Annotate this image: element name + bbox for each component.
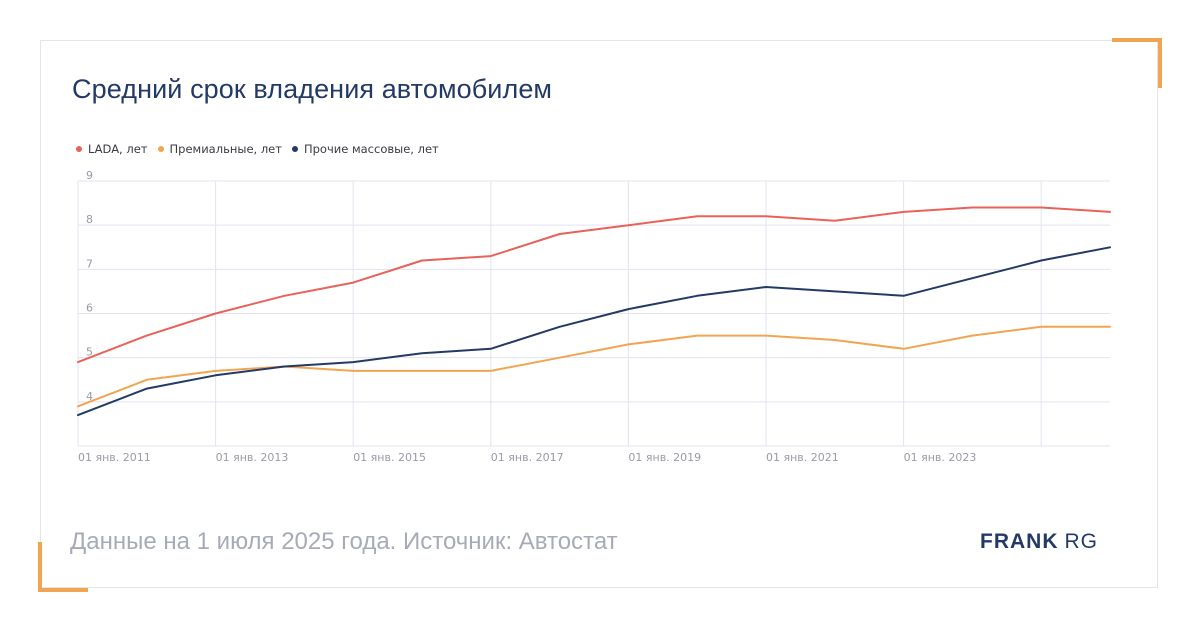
corner-accent-bottom-left-horizontal bbox=[38, 588, 88, 592]
x-tick-label: 01 янв. 2023 bbox=[904, 451, 977, 464]
brand-logo: FRANK RG bbox=[980, 530, 1098, 554]
legend-label-mass: Прочие массовые, лет bbox=[303, 142, 439, 156]
legend-label-lada: LADA, лет bbox=[88, 142, 148, 156]
series-line-0 bbox=[77, 206, 1111, 364]
x-tick-label: 01 янв. 2011 bbox=[78, 451, 151, 464]
series-line-2 bbox=[77, 246, 1111, 417]
legend-dot-mass bbox=[291, 146, 298, 152]
x-tick-label: 01 янв. 2019 bbox=[628, 451, 701, 464]
chart-title: Средний срок владения автомобилем bbox=[72, 74, 553, 104]
y-tick-label: 7 bbox=[86, 257, 93, 270]
legend-item-lada[interactable]: LADA, лет bbox=[76, 142, 148, 156]
legend-item-mass[interactable]: Прочие массовые, лет bbox=[291, 142, 439, 156]
source-note: Данные на 1 июля 2025 года. Источник: Ав… bbox=[70, 528, 618, 555]
legend-dot-lada bbox=[76, 146, 82, 152]
y-tick-label: 6 bbox=[86, 302, 93, 315]
corner-accent-top-right-horizontal bbox=[1112, 38, 1162, 42]
legend-item-premium[interactable]: Премиальные, лет bbox=[157, 142, 282, 156]
legend-label-premium: Премиальные, лет bbox=[169, 142, 282, 156]
chart-legend: LADA, лет Премиальные, лет Прочие массов… bbox=[76, 142, 439, 156]
corner-accent-bottom-left-vertical bbox=[38, 542, 42, 592]
y-tick-label: 9 bbox=[86, 169, 93, 182]
x-tick-label: 01 янв. 2013 bbox=[216, 451, 289, 464]
brand-logo-bold: FRANK bbox=[980, 530, 1059, 553]
series-line-1 bbox=[77, 325, 1111, 408]
y-tick-label: 5 bbox=[86, 346, 93, 359]
y-tick-label: 8 bbox=[86, 213, 93, 226]
x-tick-label: 01 янв. 2015 bbox=[353, 451, 426, 464]
y-tick-label: 4 bbox=[86, 390, 93, 403]
legend-dot-premium bbox=[157, 146, 164, 152]
corner-accent-top-right-vertical bbox=[1158, 38, 1162, 88]
x-tick-label: 01 янв. 2017 bbox=[491, 451, 564, 464]
x-tick-label: 01 янв. 2021 bbox=[766, 451, 839, 464]
brand-logo-regular: RG bbox=[1064, 530, 1098, 553]
